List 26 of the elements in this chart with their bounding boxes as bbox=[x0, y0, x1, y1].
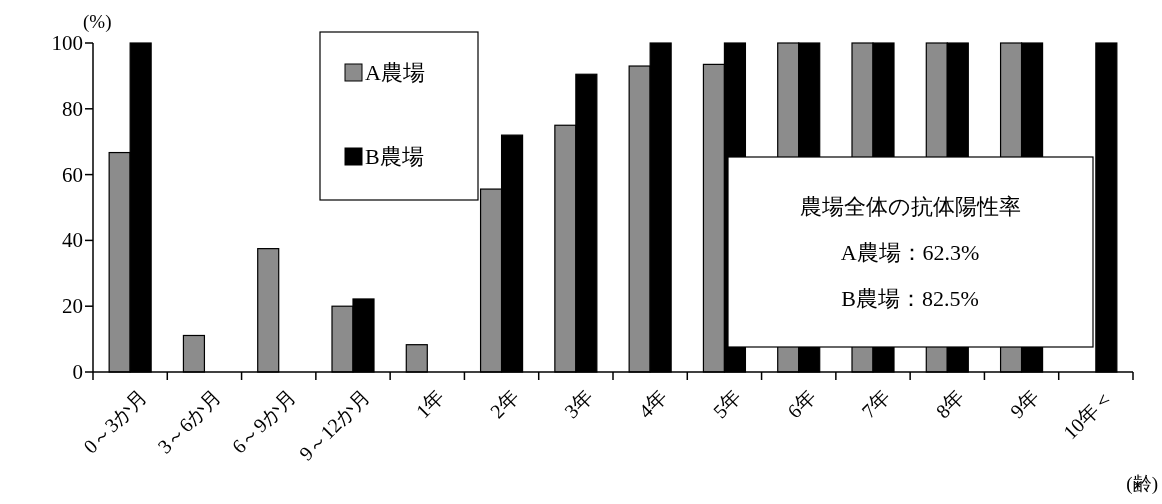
y-tick-label: 80 bbox=[62, 96, 83, 121]
y-tick-label: 100 bbox=[51, 31, 83, 55]
x-tick-label: 8年 bbox=[931, 385, 969, 423]
annotation: B農場：82.5% bbox=[841, 286, 979, 311]
y-tick-label: 20 bbox=[62, 294, 83, 319]
x-axis-title: (齢) bbox=[1126, 473, 1158, 495]
y-axis-title: (%) bbox=[83, 11, 112, 33]
x-tick-label: 0～3か月 bbox=[79, 385, 152, 458]
x-tick-label: 4年 bbox=[634, 385, 672, 423]
annotation: A農場：62.3% bbox=[840, 240, 980, 265]
y-tick-label: 0 bbox=[72, 360, 83, 384]
legend-label: A農場 bbox=[365, 60, 425, 85]
x-tick-label: 3年 bbox=[560, 385, 597, 423]
x-tick-label: 5年 bbox=[708, 385, 746, 423]
annotation: 農場全体の抗体陽性率 bbox=[799, 194, 1021, 219]
x-tick-label: 2年 bbox=[485, 385, 523, 423]
x-tick-label: 10年＜ bbox=[1058, 385, 1117, 444]
legend-label: B農場 bbox=[365, 144, 424, 169]
annotation-box: 農場全体の抗体陽性率 A農場：62.3% B農場：82.5% bbox=[727, 156, 1094, 348]
x-tick-label: 3～6か月 bbox=[153, 385, 226, 458]
x-tick-label: 9年 bbox=[1005, 385, 1043, 423]
x-tick-label: 6年 bbox=[782, 385, 820, 423]
x-tick-label: 1年 bbox=[411, 385, 449, 423]
x-tick-label: 7年 bbox=[857, 385, 895, 423]
y-tick-label: 60 bbox=[62, 162, 83, 187]
y-tick-label: 40 bbox=[62, 228, 83, 253]
